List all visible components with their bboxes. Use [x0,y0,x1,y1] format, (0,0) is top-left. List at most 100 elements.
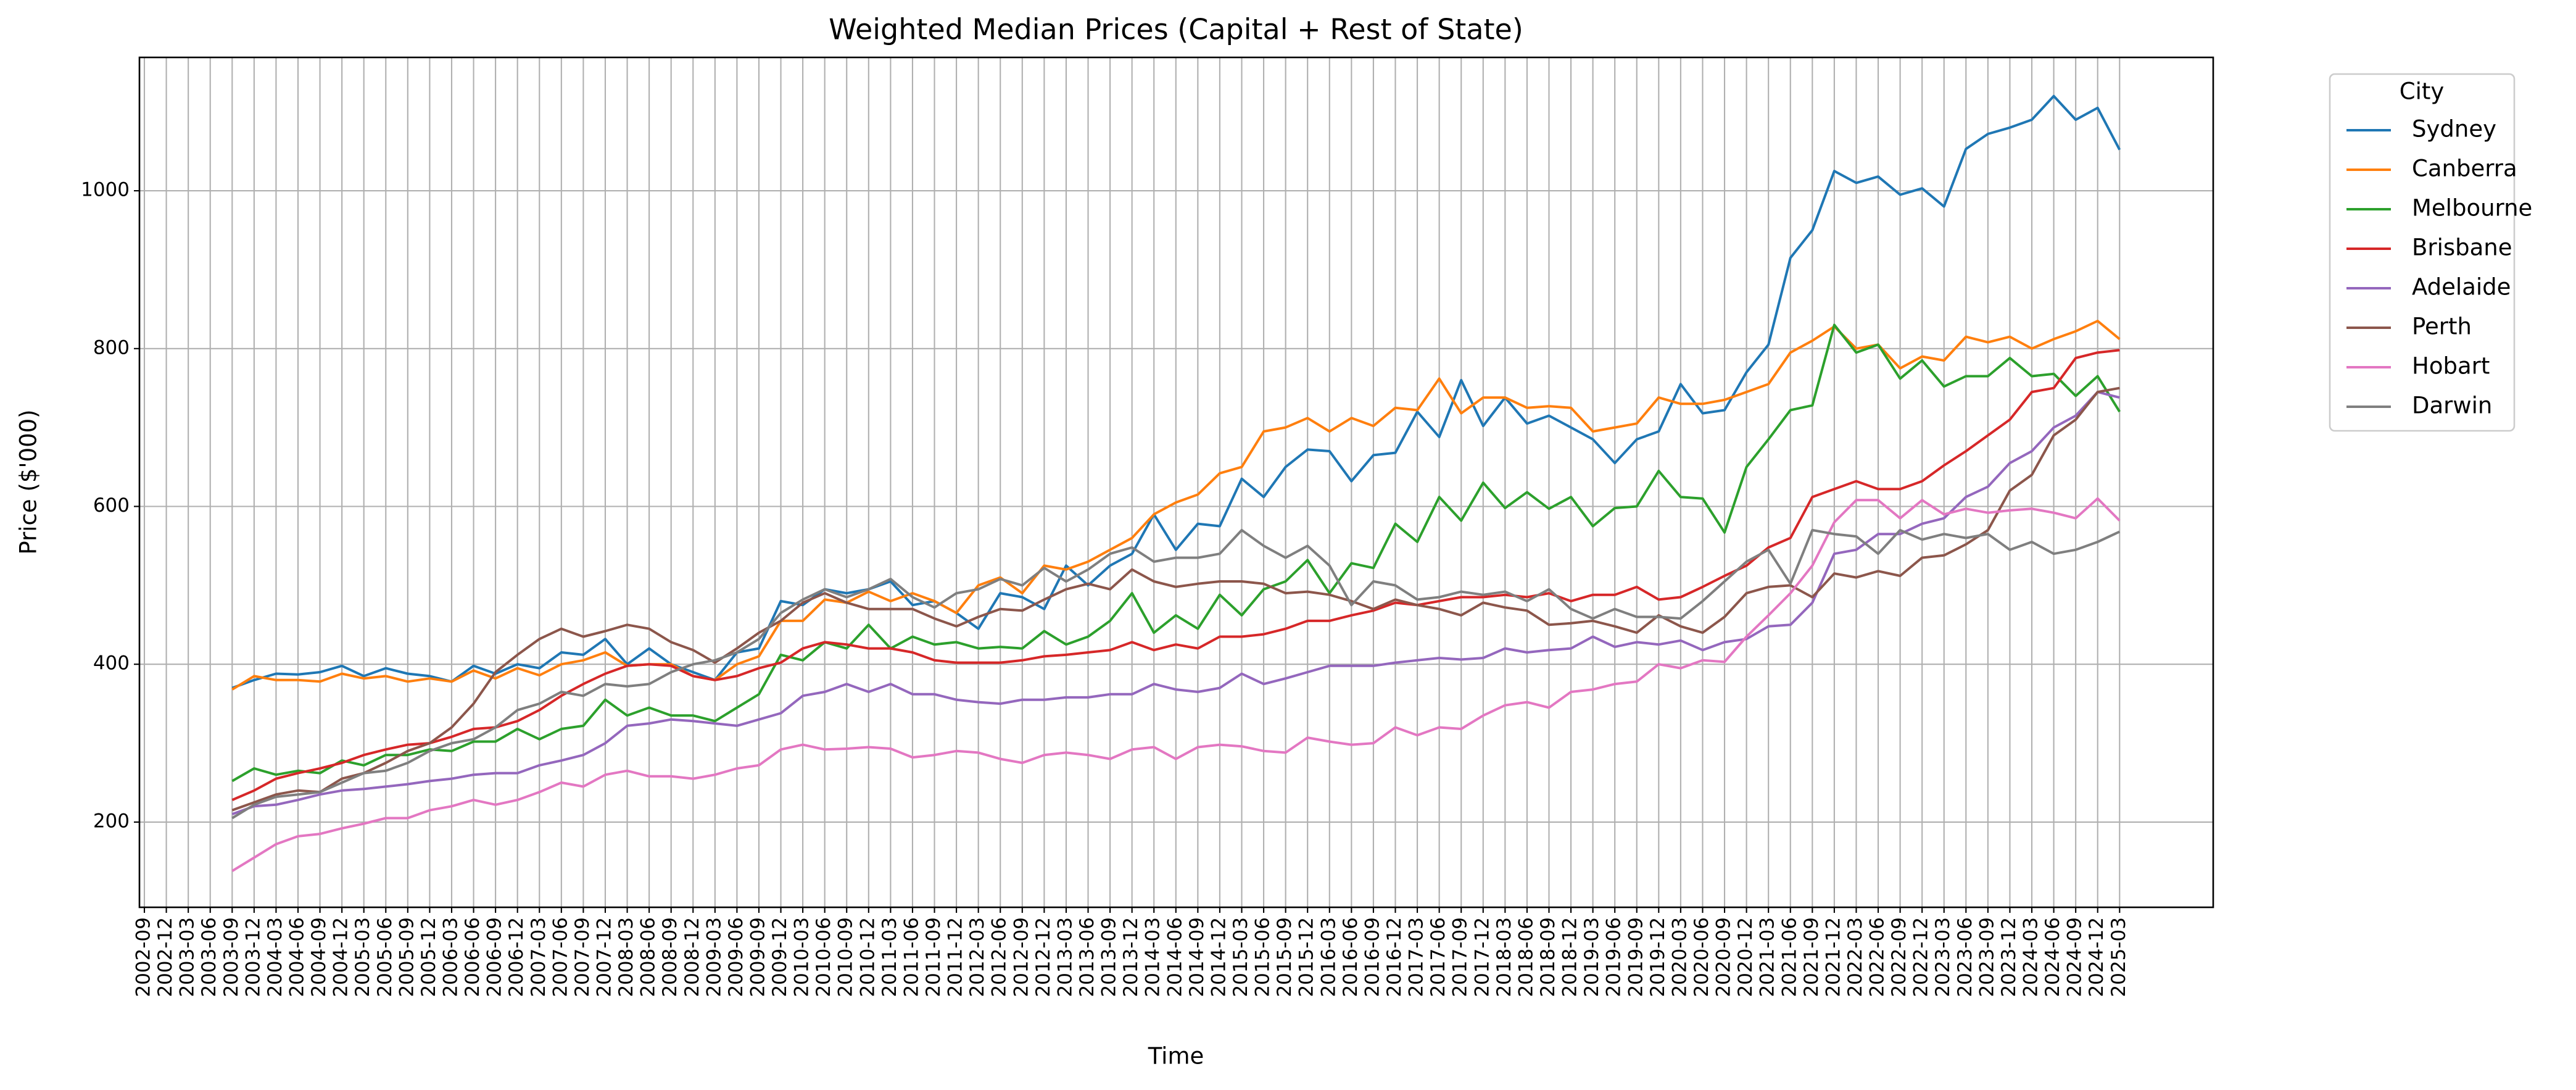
x-tick-label: 2023-12 [1998,917,2020,997]
x-tick-label: 2014-03 [1142,917,1164,997]
x-tick-label: 2015-09 [1274,917,1296,997]
x-tick-label: 2012-12 [1032,917,1054,997]
x-tick-label: 2024-09 [2064,917,2086,997]
x-tick-label: 2023-09 [1976,917,1998,997]
y-tick-label: 200 [93,810,130,832]
x-tick-label: 2005-09 [396,917,418,997]
x-tick-label: 2023-03 [1932,917,1954,997]
series-line [231,386,2120,812]
x-tick-label: 2006-03 [439,917,462,997]
series-line [231,391,2120,815]
x-tick-label: 2011-09 [922,917,945,997]
x-tick-label: 2019-03 [1581,917,1603,997]
x-tick-label: 2019-12 [1647,917,1669,997]
x-tick-label: 2005-12 [418,917,440,997]
x-tick-label: 2024-03 [2020,917,2042,997]
x-tick-label: 2008-09 [659,917,681,997]
x-tick-label: 2006-12 [505,917,528,997]
legend-label: Brisbane [2412,235,2512,261]
x-tick-label: 2008-12 [681,917,703,997]
x-tick-label: 2004-09 [308,917,330,997]
x-tick-label: 2016-12 [1383,917,1406,997]
x-tick-label: 2020-06 [1691,917,1713,997]
x-tick-label: 2014-06 [1164,917,1186,997]
x-tick-label: 2007-12 [593,917,615,997]
legend-title: City [2400,78,2445,105]
x-tick-label: 2015-03 [1230,917,1252,997]
legend-box [2329,73,2516,432]
y-tick-label: 400 [93,652,130,675]
ticks: 2002-09 2002-12 2003-03 2003-06 2003-09 2003-… [81,179,2130,997]
x-tick-label: 2007-03 [528,917,550,997]
x-tick-label: 2022-12 [1910,917,1932,997]
legend-label: Hobart [2412,353,2490,380]
x-tick-label: 2022-09 [1888,917,1910,997]
legend-label: Adelaide [2412,274,2511,301]
x-tick-label: 2011-06 [900,917,922,997]
x-tick-label: 2008-06 [637,917,660,997]
x-tick-label: 2024-12 [2085,917,2108,997]
y-tick-label: 1000 [81,179,130,201]
x-tick-label: 2005-03 [352,917,374,997]
x-tick-label: 2003-03 [176,917,199,997]
x-tick-label: 2010-12 [856,917,879,997]
legend: City Sydney Canberra Melbourne Brisbane Adel… [2329,73,2532,432]
x-tick-label: 2018-12 [1559,917,1581,997]
x-tick-label: 2020-03 [1668,917,1691,997]
x-tick-label: 2022-03 [1844,917,1866,997]
x-tick-label: 2003-09 [220,917,242,997]
x-tick-label: 2010-09 [835,917,857,997]
x-tick-label: 2003-06 [198,917,220,997]
x-tick-label: 2023-06 [1954,917,1976,997]
x-tick-label: 2018-06 [1515,917,1537,997]
x-tick-label: 2003-12 [242,917,264,997]
x-tick-label: 2015-06 [1252,917,1274,997]
x-tick-label: 2016-09 [1361,917,1383,997]
x-tick-label: 2013-06 [1076,917,1098,997]
x-tick-label: 2012-03 [966,917,988,997]
x-tick-label: 2016-06 [1340,917,1362,997]
legend-label: Sydney [2412,116,2496,143]
x-tick-label: 2015-12 [1296,917,1318,997]
series-line [231,94,2121,689]
series-line [231,323,2121,783]
y-tick-label: 800 [93,336,130,359]
x-tick-label: 2014-09 [1186,917,1208,997]
x-tick-label: 2004-06 [286,917,308,997]
x-tick-label: 2017-03 [1406,917,1428,997]
x-tick-label: 2009-12 [769,917,791,997]
x-tick-label: 2021-09 [1800,917,1823,997]
x-tick-label: 2021-03 [1757,917,1779,997]
legend-label: Darwin [2412,393,2492,419]
x-tick-label: 2013-03 [1054,917,1076,997]
x-tick-label: 2009-06 [725,917,747,997]
chart-title: Weighted Median Prices (Capital + Rest o… [829,13,1523,46]
x-tick-label: 2020-12 [1734,917,1757,997]
x-tick-label: 2017-09 [1449,917,1472,997]
x-tick-label: 2021-06 [1778,917,1800,997]
x-tick-label: 2019-09 [1625,917,1647,997]
x-tick-label: 2009-09 [747,917,769,997]
legend-label: Perth [2412,314,2472,340]
x-tick-label: 2020-09 [1713,917,1735,997]
x-tick-label: 2004-12 [330,917,352,997]
x-tick-label: 2017-06 [1427,917,1449,997]
plot-lines [231,94,2121,872]
x-tick-label: 2018-09 [1537,917,1559,997]
x-tick-label: 2018-03 [1493,917,1515,997]
x-tick-label: 2014-12 [1207,917,1230,997]
x-tick-label: 2007-06 [549,917,571,997]
series-line [231,528,2121,820]
x-tick-label: 2016-03 [1317,917,1340,997]
x-tick-label: 2009-03 [703,917,725,997]
x-tick-label: 2010-06 [813,917,835,997]
x-tick-label: 2008-03 [615,917,637,997]
x-tick-label: 2007-09 [571,917,594,997]
legend-label: Melbourne [2412,195,2532,222]
series-line [231,497,2121,872]
x-tick-label: 2002-09 [133,917,155,997]
series-line [231,320,2121,691]
x-tick-label: 2002-12 [154,917,176,997]
series-line [231,349,2120,801]
x-axis-label: Time [1148,1043,1204,1070]
